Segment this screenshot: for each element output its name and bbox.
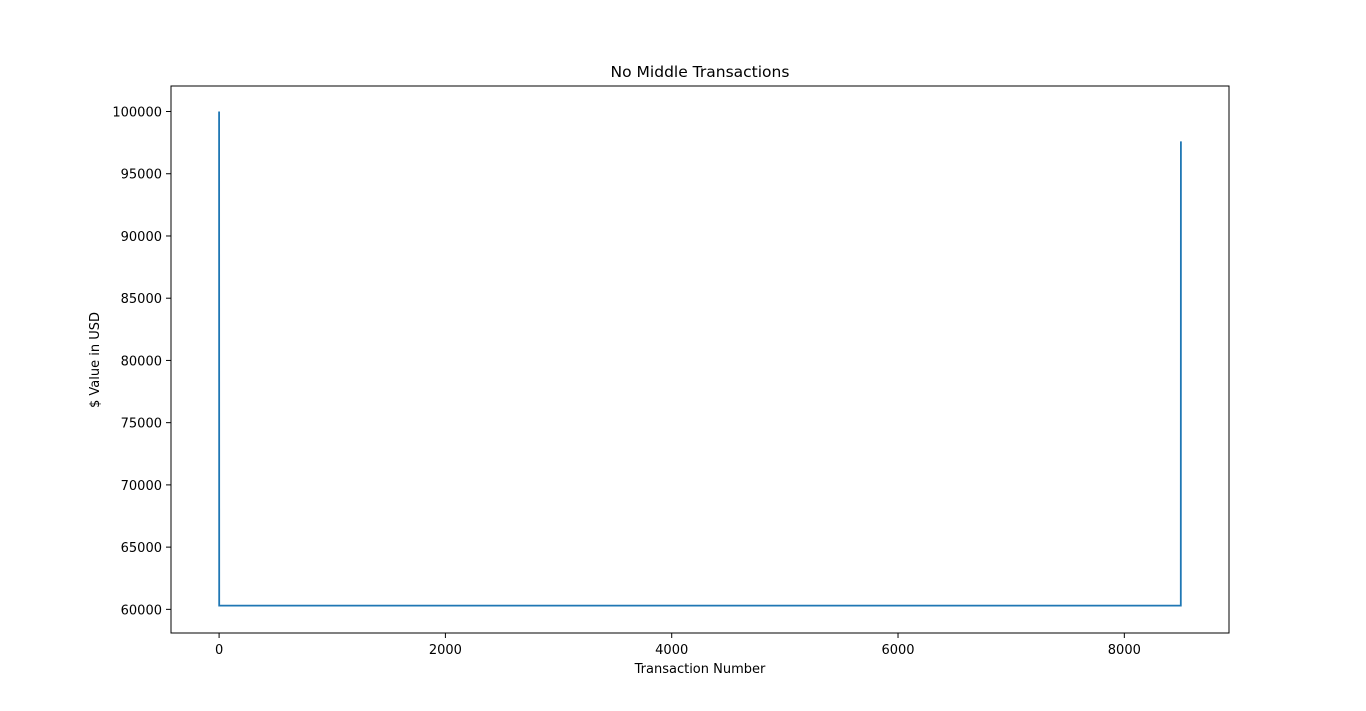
x-tick-label: 4000 [655, 643, 688, 658]
x-tick-label: 8000 [1108, 643, 1141, 658]
y-axis-label: $ Value in USD [88, 312, 103, 408]
y-tick-label: 80000 [121, 354, 162, 369]
x-tick-label: 6000 [881, 643, 914, 658]
x-axis-label: Transaction Number [634, 662, 766, 677]
plot-frame [170, 85, 1230, 634]
y-tick-label: 75000 [121, 417, 162, 432]
chart-title: No Middle Transactions [611, 63, 790, 81]
series-line [218, 111, 1182, 607]
y-tick-label: 60000 [121, 603, 162, 618]
y-tick-label: 65000 [121, 541, 162, 556]
x-tick-label: 2000 [429, 643, 462, 658]
y-tick-label: 95000 [121, 168, 162, 183]
x-tick-label: 0 [215, 643, 223, 658]
x-axis-ticks: 0 2000 4000 6000 8000 [215, 633, 1141, 658]
y-axis-ticks: 60000 65000 70000 75000 80000 85000 90000 95000… [112, 106, 171, 618]
y-tick-label: 100000 [112, 106, 162, 121]
y-tick-label: 85000 [121, 292, 162, 307]
y-tick-label: 70000 [121, 479, 162, 494]
plot-area [218, 111, 1182, 607]
y-tick-label: 90000 [121, 230, 162, 245]
